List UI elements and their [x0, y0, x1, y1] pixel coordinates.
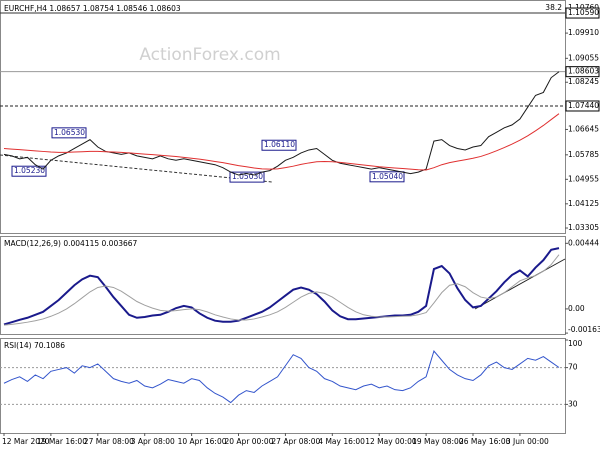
x-tick-label: 12 Mar 2020: [2, 437, 50, 446]
series-line: [3, 113, 560, 171]
price-panel: [0, 0, 566, 234]
y-tick-label: 1.04955: [568, 174, 599, 183]
y-tick-label: 100: [568, 339, 583, 348]
x-tick-label: 3 Jun 00:00: [506, 437, 549, 446]
x-tick-label: 26 May 16:00: [459, 437, 511, 446]
level-label: 1.10590: [568, 8, 599, 17]
corner-note: 38.2: [545, 3, 562, 12]
y-tick-label: 0.00: [568, 304, 585, 313]
annotation-label: 1.05230: [14, 166, 45, 175]
x-tick-label: 12 May 00:00: [365, 437, 417, 446]
y-tick-label: 1.09910: [568, 28, 599, 37]
y-tick-label: 1.08245: [568, 77, 599, 86]
y-tick-label: 30: [568, 399, 578, 408]
y-tick-label: 0.00444: [568, 238, 599, 247]
level-label: 1.07440: [568, 101, 599, 110]
x-tick-label: 27 Apr 08:00: [271, 437, 320, 446]
panel-title: EURCHF,H4 1.08657 1.08754 1.08546 1.0860…: [4, 4, 181, 13]
annotation-label: 1.06110: [264, 140, 295, 149]
annotation-box: [11, 165, 47, 177]
x-tick-label: 20 Apr 00:00: [225, 437, 274, 446]
series-line: [3, 254, 560, 326]
x-tick-label: 27 Mar 08:00: [84, 437, 134, 446]
y-tick-label: 1.06645: [568, 124, 599, 133]
annotation-box: [51, 127, 87, 139]
x-tick-label: 10 Apr 16:00: [178, 437, 227, 446]
y-tick-label: -0.001639: [568, 325, 600, 334]
y-tick-label: 1.03305: [568, 223, 599, 232]
y-tick-label: 1.05785: [568, 150, 599, 159]
rsi-panel: [0, 338, 566, 434]
annotation-box: [261, 139, 297, 151]
level-label-box: [565, 66, 600, 78]
x-tick-label: 19 Mar 16:00: [37, 437, 87, 446]
x-tick-label: 19 May 08:00: [412, 437, 464, 446]
panel-title: RSI(14) 70.1086: [4, 341, 65, 350]
annotation-label: 1.05030: [232, 172, 263, 181]
panel-title: MACD(12,26,9) 0.004115 0.003667: [4, 239, 138, 248]
macd-trend-line: [474, 258, 566, 310]
x-tick-label: 3 Apr 08:00: [131, 437, 175, 446]
level-label-box: [565, 100, 600, 112]
trend-line: [0, 154, 273, 183]
y-tick-label: 70: [568, 363, 578, 372]
level-label: 1.08603: [568, 67, 599, 76]
annotation-box: [369, 171, 405, 183]
series-line: [3, 247, 560, 326]
annotation-label: 1.06530: [54, 128, 85, 137]
y-tick-label: 1.10760: [568, 3, 599, 12]
macd-panel: [0, 236, 566, 335]
x-tick-label: 4 May 16:00: [318, 437, 365, 446]
level-label-box: [565, 7, 600, 19]
watermark: ActionForex.com: [139, 45, 280, 65]
annotation-box: [229, 171, 265, 183]
series-line: [3, 350, 560, 404]
annotation-label: 1.05040: [372, 172, 403, 181]
y-tick-label: 1.04125: [568, 199, 599, 208]
y-tick-label: 1.09055: [568, 53, 599, 62]
series-line: [3, 71, 560, 176]
